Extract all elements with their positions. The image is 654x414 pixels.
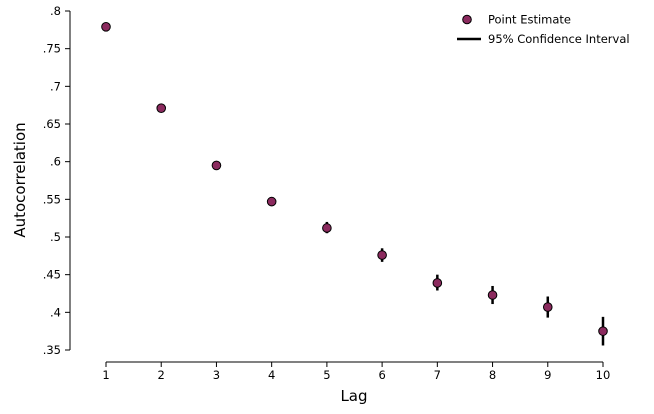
y-tick-label: .35 [43, 343, 61, 357]
y-tick-label: .75 [43, 42, 61, 56]
point-estimate-marker [156, 103, 167, 113]
point-estimate-marker [598, 326, 608, 336]
y-tick-label: .55 [43, 192, 61, 206]
y-axis-label: Autocorrelation [11, 122, 29, 237]
x-tick-label: 9 [544, 368, 551, 382]
x-tick-label: 8 [489, 368, 496, 382]
y-tick-label: .45 [43, 268, 61, 282]
legend-point-label: Point Estimate [488, 13, 571, 27]
point-estimates [101, 22, 608, 336]
point-estimate-marker [542, 302, 553, 312]
point-estimate-marker [432, 278, 443, 288]
y-tick-label: .5 [50, 230, 61, 244]
x-tick-label: 2 [158, 368, 165, 382]
y-tick-label: .65 [43, 117, 61, 131]
confidence-intervals [104, 25, 605, 346]
point-estimate-marker [211, 160, 222, 171]
point-estimate-marker [322, 223, 332, 233]
y-tick-label: .8 [50, 4, 61, 18]
x-tick-label: 7 [434, 368, 441, 382]
x-tick-label: 10 [596, 368, 611, 382]
legend: Point Estimate 95% Confidence Interval [457, 13, 630, 46]
legend-ci-label: 95% Confidence Interval [488, 32, 630, 46]
y-tick-label: .4 [50, 305, 61, 319]
x-axis: 1 2 3 4 5 6 7 8 9 10 [102, 361, 611, 382]
x-tick-label: 3 [213, 368, 220, 382]
point-estimate-marker [101, 22, 111, 32]
x-tick-label: 1 [102, 368, 109, 382]
point-estimate-marker [266, 196, 277, 207]
x-tick-label: 5 [323, 368, 330, 382]
y-axis: .8 .75 .7 .65 .6 .55 .5 .45 .4 .35 [43, 4, 71, 357]
y-tick-label: .6 [50, 155, 61, 169]
x-axis-label: Lag [340, 387, 367, 405]
y-tick-label: .7 [50, 79, 61, 93]
point-estimate-marker [487, 290, 498, 300]
legend-point-marker [462, 14, 472, 25]
x-tick-label: 4 [268, 368, 275, 382]
x-tick-label: 6 [378, 368, 385, 382]
point-estimate-marker [377, 250, 387, 260]
